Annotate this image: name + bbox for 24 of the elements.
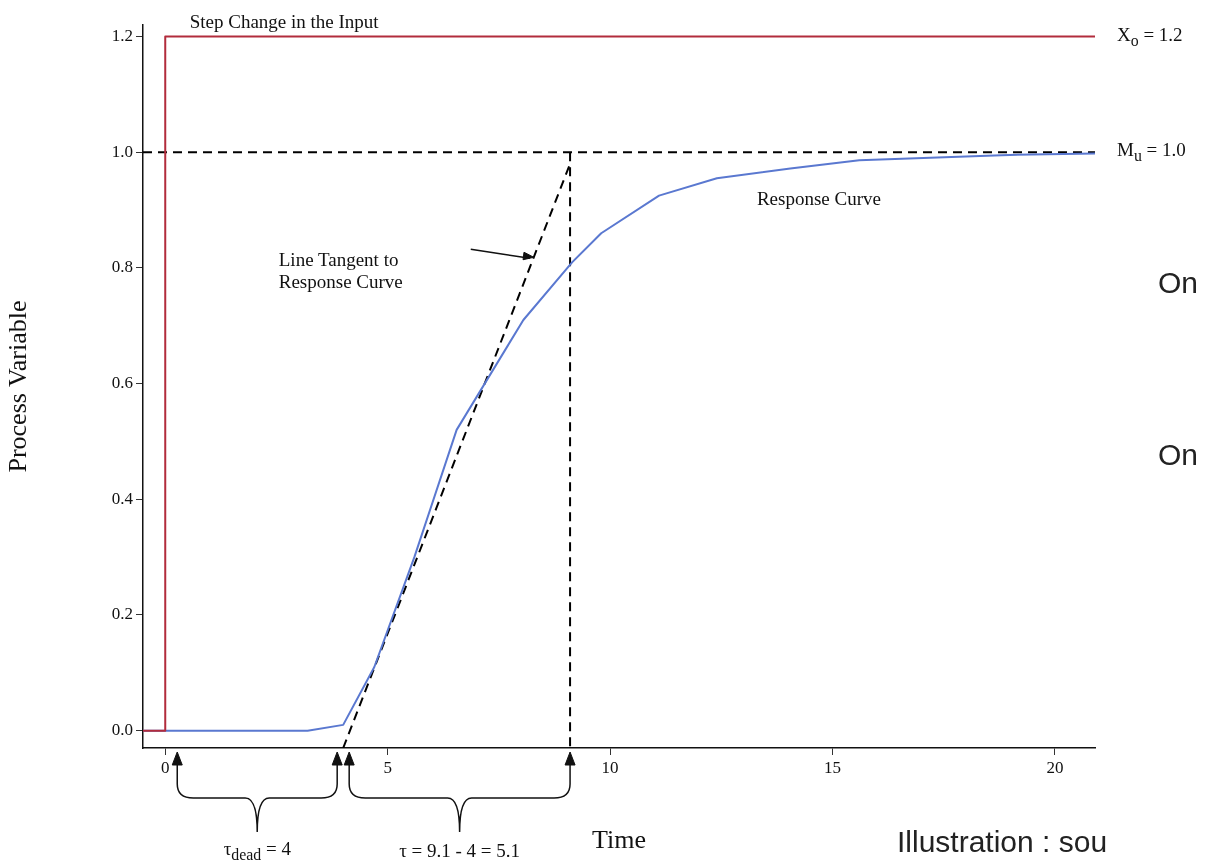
y-tick-label: 0.8: [111, 257, 133, 277]
y-tick-label: 0.0: [111, 720, 133, 740]
y-tick-label: 0.4: [111, 488, 134, 508]
text: τ = 9.1 - 4 = 5.1: [399, 840, 521, 861]
text: Illustration : sou: [897, 824, 1108, 859]
x-tick-label: 15: [824, 757, 842, 777]
y-axis-title: Process Variable: [3, 300, 33, 473]
series-label: Response Curve: [756, 188, 881, 210]
ref-line-label: M$_{u}$ = 1.0: [1117, 139, 1186, 166]
x-axis-title: Time: [592, 825, 646, 855]
series-label: Step Change in the Input: [189, 10, 380, 32]
text: On: [1158, 437, 1199, 472]
y-tick-label: 0.2: [111, 604, 133, 624]
annotation: Line Tangent to Response Curve: [278, 249, 404, 293]
y-tick-label: 1.0: [111, 141, 133, 161]
y-tick-label: 0.6: [111, 373, 133, 393]
text: τ$_{dead}$ = 4: [223, 838, 291, 861]
x-tick-label: 5: [383, 757, 392, 777]
annotation: X$_{o}$ = 1.2: [1117, 23, 1183, 50]
x-tick-label: 20: [1046, 757, 1064, 777]
x-tick-label: 0: [160, 757, 170, 777]
y-tick-label: 1.2: [111, 26, 133, 46]
x-tick-label: 10: [601, 757, 619, 777]
text: On: [1158, 265, 1199, 300]
